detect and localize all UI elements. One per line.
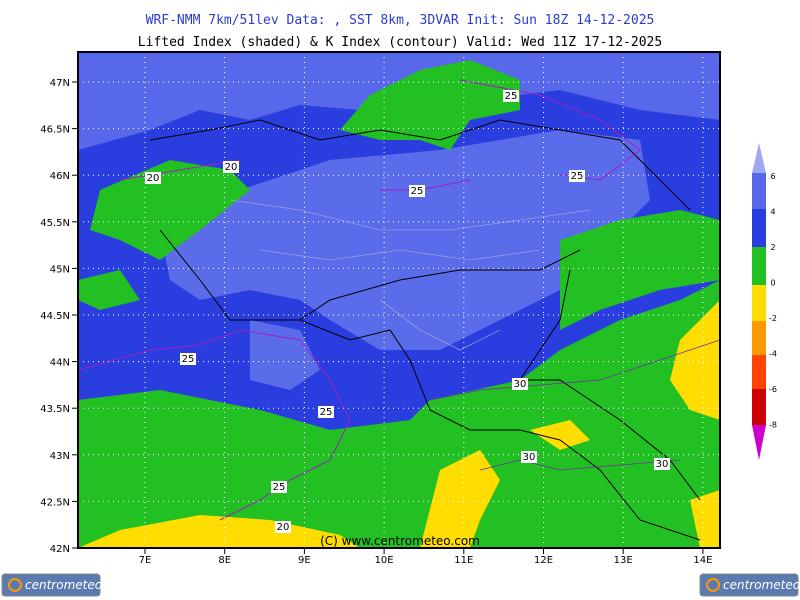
contour-label: 25: [505, 91, 518, 102]
contour-label: 20: [277, 522, 290, 533]
contour-label: 25: [411, 186, 424, 197]
axis-labels: 47N 46.5N 46N 45.5N 45N 44.5N 44N 43.5N 43N 42.5N…: [40, 78, 712, 566]
contour-label: 30: [514, 379, 527, 390]
lat-label: 44.5N: [40, 311, 70, 322]
logo-text: centrometeo: [25, 578, 102, 592]
lon-label: 14E: [693, 555, 712, 566]
colorbar-label: -8: [769, 421, 777, 430]
lat-label: 46N: [50, 171, 70, 182]
lat-label: 44N: [50, 358, 70, 369]
contour-label: 25: [182, 354, 195, 365]
contour-label-bg: [145, 172, 161, 184]
contour-labels: 25 20 20 25 25 25 25 30 30 30 25 20: [145, 90, 670, 533]
title: WRF-NMM 7km/51lev Data: , SST 8km, 3DVAR…: [146, 13, 655, 28]
lat-label: 46.5N: [40, 125, 70, 136]
logo-left[interactable]: centrometeo: [1, 573, 102, 597]
colorbar-label: 2: [770, 243, 775, 252]
lon-label: 8E: [218, 555, 231, 566]
contour-label-bg: [180, 353, 196, 365]
logo-text: centrometeo: [723, 578, 800, 592]
colorbar-label: 4: [770, 208, 775, 217]
contour-label-bg: [521, 451, 537, 463]
contour-label: 30: [656, 459, 669, 470]
contour-label: 20: [225, 162, 238, 173]
contour-label: 25: [571, 171, 584, 182]
lat-label: 42.5N: [40, 497, 70, 508]
lon-label: 12E: [534, 555, 553, 566]
lon-label: 7E: [139, 555, 152, 566]
colorbar-label: 0: [770, 279, 775, 288]
contour-label-bg: [275, 521, 291, 533]
copyright: (C) www.centrometeo.com: [320, 534, 480, 548]
contour-label: 25: [320, 407, 333, 418]
lat-label: 45.5N: [40, 218, 70, 229]
subtitle: Lifted Index (shaded) & K Index (contour…: [138, 35, 662, 50]
map-frame: [77, 51, 721, 549]
lat-label: 43.5N: [40, 404, 70, 415]
colorbar-label: -2: [769, 314, 777, 323]
contour-label-bg: [223, 161, 239, 173]
contour-label-bg: [569, 170, 585, 182]
colorbar-label: 6: [770, 172, 775, 181]
lon-label: 9E: [298, 555, 311, 566]
contour-label-bg: [271, 481, 287, 493]
map-field: [78, 52, 720, 548]
lon-label: 10E: [375, 555, 394, 566]
contour-label-bg: [318, 406, 334, 418]
logo-right[interactable]: centrometeo: [699, 573, 800, 597]
contour-label: 20: [147, 173, 160, 184]
graticule: [78, 52, 720, 548]
lat-label: 45N: [50, 264, 70, 275]
lat-label: 43N: [50, 451, 70, 462]
contour-label-bg: [503, 90, 519, 102]
contour-label-bg: [654, 458, 670, 470]
contour-label-bg: [512, 378, 528, 390]
lat-label: 47N: [50, 78, 70, 89]
colorbar-label: -6: [769, 385, 777, 394]
lon-label: 13E: [614, 555, 633, 566]
contour-label: 30: [523, 452, 536, 463]
lon-label: 11E: [454, 555, 473, 566]
lat-label: 42N: [50, 544, 70, 555]
colorbar: 6 4 2 0 -2 -4 -6 -8: [752, 143, 777, 460]
contour-label-bg: [409, 185, 425, 197]
colorbar-label: -4: [769, 350, 777, 359]
contour-label: 25: [273, 482, 286, 493]
